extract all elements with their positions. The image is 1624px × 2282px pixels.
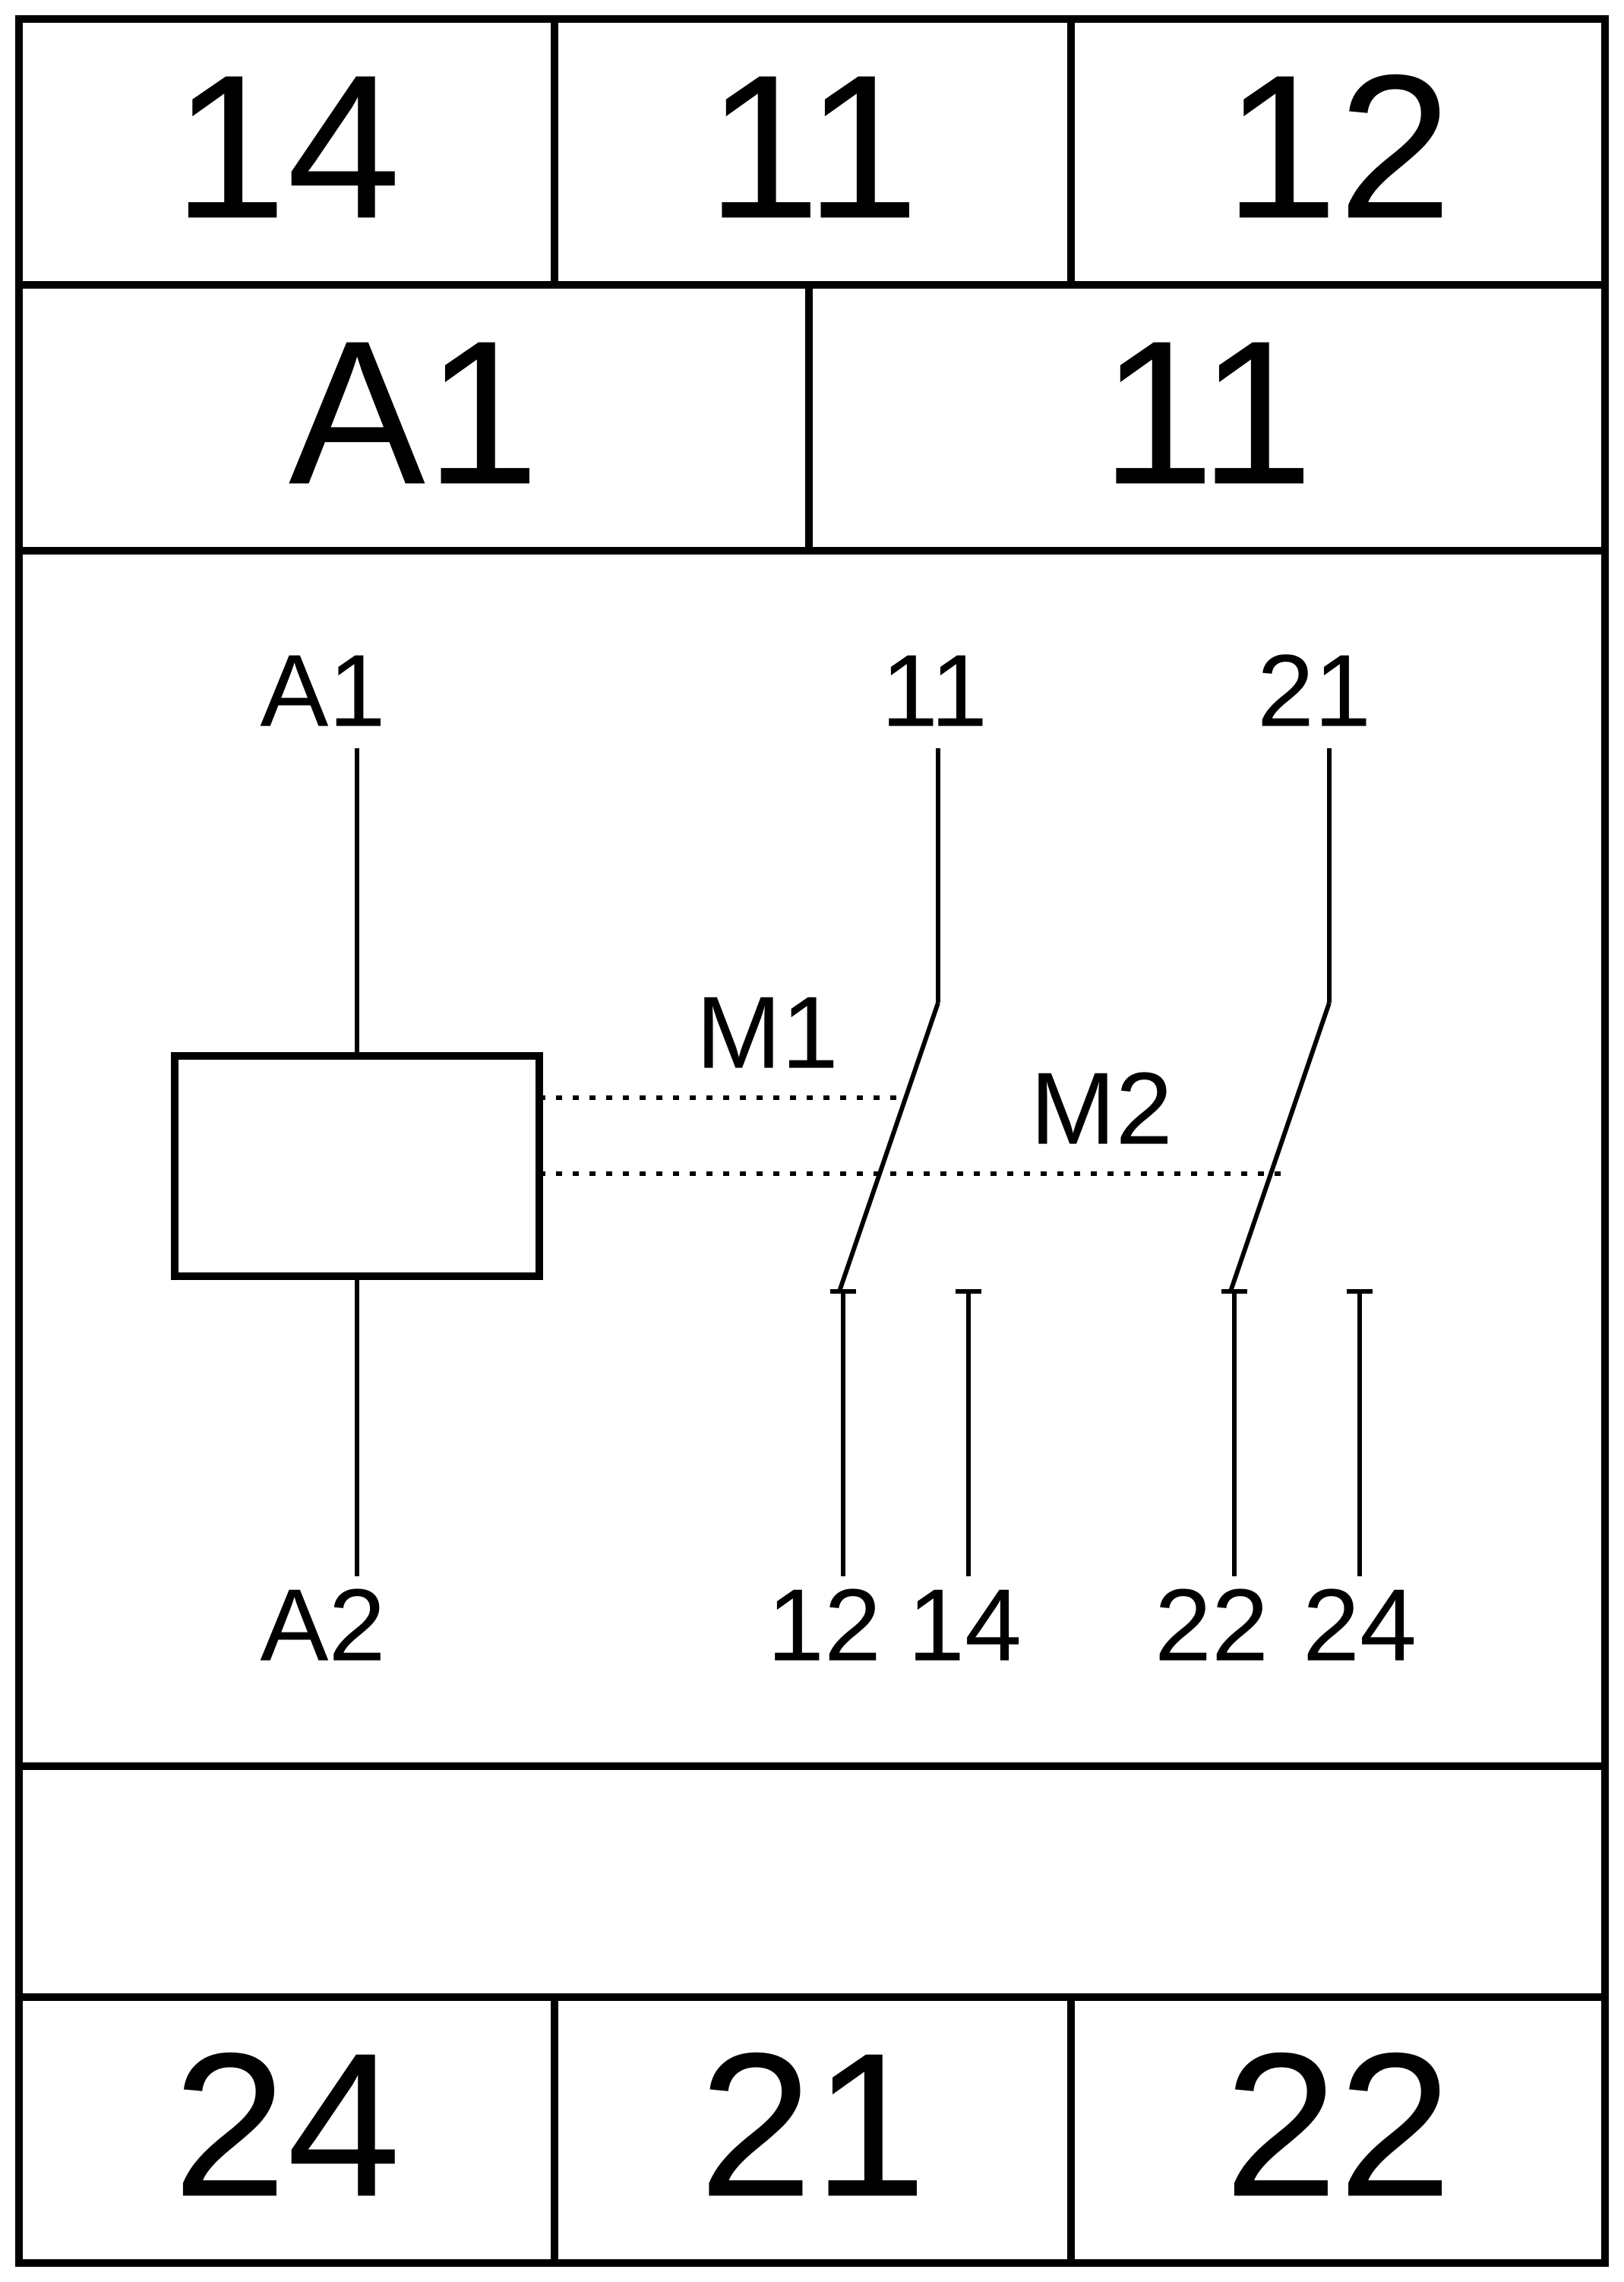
- row1-label-0: 14: [172, 33, 400, 261]
- contact2-arm: [1231, 1003, 1329, 1291]
- spacer-panel: [19, 1766, 1605, 1997]
- row1-label-2: 12: [1224, 33, 1452, 261]
- schematic-label-l11: 11: [881, 634, 987, 748]
- schematic-label-l22: 22: [1155, 1568, 1269, 1683]
- row5-label-0: 24: [172, 2011, 400, 2239]
- row5-label-2: 22: [1224, 2011, 1452, 2239]
- schematic-label-m2: M2: [1030, 1051, 1173, 1166]
- row5-label-1: 21: [699, 2011, 927, 2239]
- schematic-label-a2: A2: [260, 1568, 385, 1683]
- relay-diagram: 141112A111242122A1A2112112142224M1M2: [0, 0, 1624, 2282]
- schematic-label-l21: 21: [1257, 634, 1371, 748]
- contact1-arm: [839, 1003, 938, 1291]
- schematic-label-l24: 24: [1303, 1568, 1417, 1683]
- schematic-label-a1: A1: [260, 634, 385, 748]
- row2-label-1: 11: [1101, 299, 1313, 527]
- schematic-label-m1: M1: [696, 975, 839, 1090]
- schematic-label-l14: 14: [908, 1568, 1022, 1683]
- schematic-label-l12: 12: [767, 1568, 881, 1683]
- row1-label-1: 11: [706, 33, 919, 261]
- coil-rect: [175, 1056, 539, 1276]
- row2-label-0: A1: [289, 299, 539, 527]
